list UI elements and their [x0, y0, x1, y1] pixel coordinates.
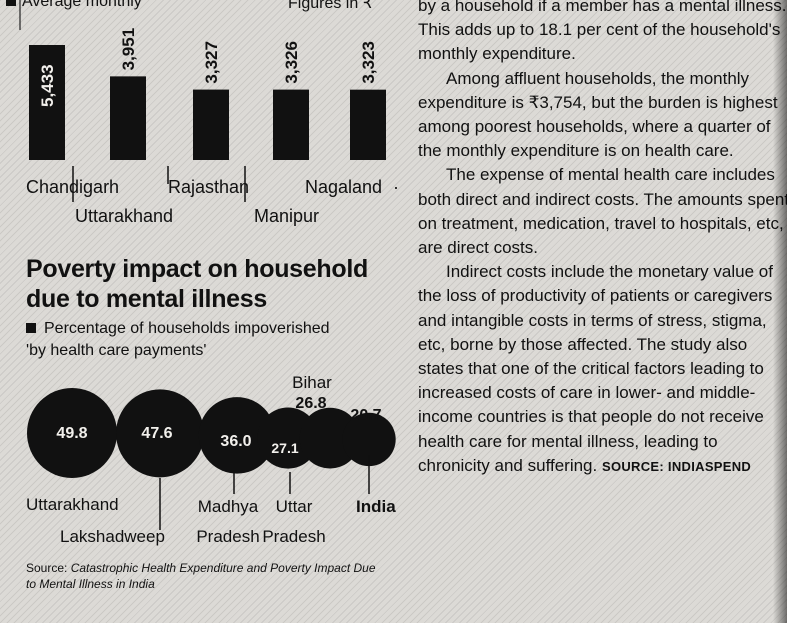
- bubble: [342, 412, 396, 467]
- article-paragraph: Among affluent households, the monthly e…: [418, 68, 778, 161]
- legend-square-icon: [6, 0, 16, 6]
- bubble-legend-quote-mark: ': [26, 342, 30, 359]
- bubble-value-label: 27.1: [271, 440, 298, 456]
- bubble-chart-legend: Percentage of households impoverished 'b…: [26, 318, 406, 362]
- bubble-category-label: Madhya: [198, 497, 259, 516]
- bar-value-label: 3,951: [119, 28, 138, 71]
- bubble-legend-line-1: Percentage of households impoverished: [44, 320, 330, 337]
- article-paragraph-text: Indirect costs include the monetary valu…: [418, 262, 773, 475]
- bubble-category-label: Lakshadweep: [60, 527, 165, 546]
- bar: [273, 89, 309, 160]
- bar-value-label: 3,327: [202, 41, 221, 84]
- category-label: Manipur: [254, 206, 319, 226]
- page-fold-shadow: [773, 0, 787, 623]
- category-label: Nagaland: [305, 177, 382, 197]
- bubble: [299, 407, 361, 469]
- bubble-category-label: Bihar: [292, 373, 332, 392]
- bubble: [257, 407, 319, 469]
- bubble-category-label: Pradesh: [262, 527, 325, 546]
- bar: [350, 89, 386, 160]
- bar-value-label: 3,326: [282, 41, 301, 84]
- bubble-value-label: 49.8: [56, 425, 87, 442]
- legend-square-icon: [26, 323, 36, 333]
- poverty-bubble-chart: 49.8 47.6 36.0 27.1 26.8 20.7 Bihar Uttarakhand…: [26, 373, 396, 546]
- category-label: Rajasthan: [168, 177, 249, 197]
- category-trailing-dot: ·: [393, 177, 399, 197]
- bubble-category-label: Uttar: [276, 497, 313, 516]
- source-title: Catastrophic Health Expenditure and Pove…: [26, 561, 376, 591]
- top-chart-legend-label: Average monthly: [22, 0, 142, 10]
- bubble-value-label: 47.6: [141, 425, 172, 442]
- bar: [29, 45, 65, 160]
- bubble: [116, 389, 204, 478]
- bubble: [198, 397, 276, 474]
- article-paragraph: Indirect costs include the monetary valu…: [418, 260, 787, 479]
- chart-source-note: Source: Catastrophic Health Expenditure …: [26, 560, 376, 592]
- source-prefix: Source:: [26, 561, 71, 575]
- article-text: by a household if a member has a mental …: [418, 0, 787, 479]
- top-chart-unit-note: Figures in ₹: [288, 0, 373, 12]
- bubble: [27, 388, 117, 478]
- article-paragraph: The expense of mental health care includ…: [418, 165, 787, 258]
- bubble-chart-title: Poverty impact on household due to menta…: [26, 254, 406, 314]
- article-credit: SOURCE: INDIASPEND: [601, 458, 752, 474]
- bubble-title-line-1: Poverty impact on household: [26, 255, 368, 283]
- article-paragraph: by a household if a member has a mental …: [418, 0, 787, 64]
- category-label: Uttarakhand: [75, 206, 173, 226]
- bubble-value-label: 20.7: [350, 407, 381, 424]
- bar: [110, 76, 146, 160]
- bubble-value-label: 26.8: [295, 395, 326, 412]
- bubble-category-label: Pradesh: [196, 527, 259, 546]
- bubble-legend-quote-mark: ': [203, 342, 207, 359]
- top-chart-legend: Average monthly: [6, 0, 142, 11]
- bar: [193, 89, 229, 160]
- bar-value-label: 5,433: [38, 64, 57, 107]
- bubble-value-label: 36.0: [220, 433, 251, 450]
- bar-value-label: 3,323: [359, 41, 378, 84]
- expenditure-bar-chart: 5,433Chandigarh3,951Uttarakhand3,327Raja…: [19, 0, 399, 226]
- bubble-title-line-2: due to mental illness: [26, 285, 267, 313]
- bubble-category-label: Uttarakhand: [26, 495, 119, 514]
- bubble-legend-line-2: by health care payments: [29, 342, 204, 359]
- bubble-category-label: India: [356, 497, 396, 516]
